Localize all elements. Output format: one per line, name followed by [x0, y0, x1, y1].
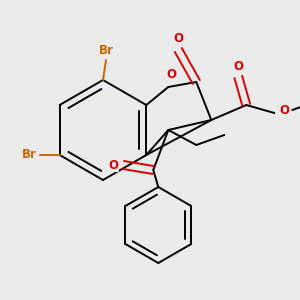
- Text: O: O: [108, 158, 118, 172]
- Text: O: O: [279, 104, 289, 118]
- Text: Br: Br: [22, 148, 37, 161]
- Text: O: O: [166, 68, 176, 82]
- Text: O: O: [233, 61, 243, 74]
- Text: Br: Br: [99, 44, 113, 56]
- Text: O: O: [173, 32, 183, 44]
